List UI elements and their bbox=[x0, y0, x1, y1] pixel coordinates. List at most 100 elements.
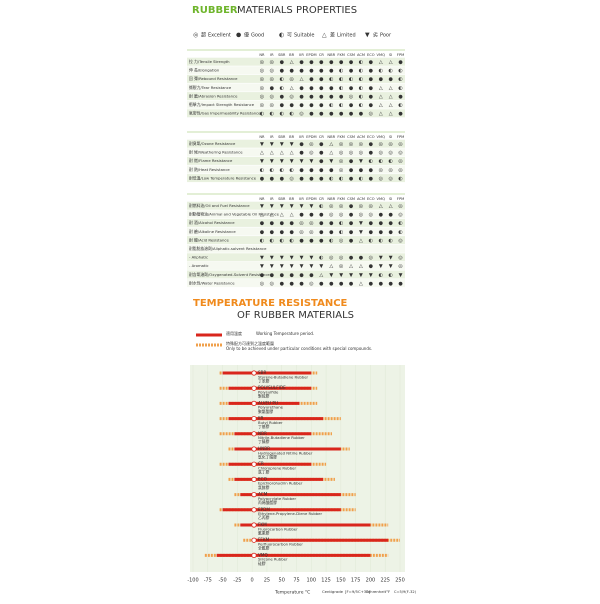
cell: ◎ bbox=[260, 281, 265, 287]
cell: ◐ bbox=[280, 238, 284, 244]
cell: ● bbox=[329, 229, 334, 235]
cell: ◐ bbox=[339, 176, 343, 182]
cell: △ bbox=[389, 94, 393, 100]
cell: ◎ bbox=[349, 94, 354, 100]
column-header: EPDM bbox=[306, 197, 316, 201]
cell: ● bbox=[319, 94, 324, 100]
cell: △ bbox=[379, 204, 383, 210]
cell: △ bbox=[359, 264, 363, 270]
cell: ● bbox=[289, 103, 294, 109]
cell: ◎ bbox=[388, 176, 393, 182]
table-row bbox=[187, 165, 405, 174]
cell: ▼ bbox=[260, 264, 264, 270]
marker bbox=[251, 552, 257, 559]
cell: ◎ bbox=[329, 212, 334, 218]
column-header: CR bbox=[319, 135, 325, 139]
cell: ◐ bbox=[280, 85, 284, 91]
cell: ◐ bbox=[339, 229, 343, 235]
row-label: 耐動植物油/Animal and Vegetable Oil Resistanc… bbox=[189, 212, 280, 217]
cell: ◎ bbox=[339, 150, 344, 156]
column-header: FPM bbox=[397, 135, 404, 139]
cell: ▼ bbox=[310, 204, 314, 210]
cell: ● bbox=[289, 229, 294, 235]
cell: ◎ bbox=[398, 264, 403, 270]
cell: ● bbox=[280, 68, 285, 74]
cell: ◎ bbox=[339, 167, 344, 173]
cell: ● bbox=[299, 150, 304, 156]
category-name-zh: 丁苯膠 bbox=[258, 378, 270, 383]
cell: ◎ bbox=[369, 212, 374, 218]
table-row bbox=[187, 227, 405, 236]
cell: ● bbox=[349, 103, 354, 109]
x-tick-label: 0 bbox=[251, 578, 254, 584]
table-row bbox=[187, 83, 405, 92]
cell: ◎ bbox=[398, 255, 403, 261]
cell: ● bbox=[280, 221, 285, 227]
table-row bbox=[187, 236, 405, 245]
x-tick-label: 75 bbox=[293, 578, 299, 584]
cell: ● bbox=[369, 142, 374, 148]
cell: △ bbox=[379, 111, 383, 117]
cell: ● bbox=[289, 281, 294, 287]
column-header: IIR bbox=[299, 197, 304, 201]
cell: ▼ bbox=[260, 159, 264, 165]
cell: ◐ bbox=[398, 229, 402, 235]
legend-zh: 超 bbox=[201, 32, 206, 39]
legend-name-zh: 特殊配方可達到之溫度範圍 bbox=[226, 340, 274, 346]
cell: ◐ bbox=[319, 255, 323, 261]
marker bbox=[251, 537, 257, 543]
row-label: 耐低溫/Low Temperature Resistance bbox=[189, 175, 257, 180]
cell: ◎ bbox=[260, 60, 265, 66]
cell: ◎ bbox=[339, 142, 344, 148]
category-name: Chloroprene Rubber bbox=[258, 466, 296, 471]
cell: ● bbox=[398, 111, 403, 117]
cell: ◎ bbox=[369, 111, 374, 117]
cell: ● bbox=[329, 167, 334, 173]
cell: △ bbox=[329, 150, 333, 156]
cell: ◐ bbox=[359, 85, 363, 91]
cell: ◐ bbox=[260, 167, 264, 173]
cell: ◐ bbox=[398, 68, 402, 74]
cell: ▼ bbox=[359, 221, 363, 227]
cell: ◐ bbox=[379, 68, 383, 74]
cell: ● bbox=[319, 77, 324, 83]
legend-zh: 可 bbox=[287, 33, 292, 39]
table-row bbox=[187, 148, 405, 157]
cell: ▼ bbox=[389, 255, 393, 261]
cell: ● bbox=[319, 103, 324, 109]
column-header: IIR bbox=[299, 53, 304, 57]
marker bbox=[251, 522, 257, 528]
cell: ● bbox=[309, 85, 314, 91]
table-row bbox=[187, 109, 405, 118]
cell: ◐ bbox=[359, 94, 363, 100]
cell: ◎ bbox=[260, 68, 265, 74]
cell: △ bbox=[290, 60, 294, 66]
cell: ◐ bbox=[280, 111, 284, 117]
row-label: 耐燃料油/Oil and Fuel Resistance bbox=[189, 203, 250, 208]
legend-name: Working Temperature period. bbox=[256, 331, 314, 336]
cell: ◐ bbox=[379, 159, 383, 165]
cell: ◎ bbox=[379, 167, 384, 173]
cell: ◐ bbox=[289, 111, 293, 117]
column-header: NR bbox=[259, 53, 265, 57]
column-header: FKM bbox=[337, 135, 345, 139]
row-label: 耐 候/Weathering Resistance bbox=[189, 150, 243, 155]
cell: ◐ bbox=[329, 103, 333, 109]
category-code: AU/EU PU bbox=[258, 400, 278, 405]
category-code: EPDM bbox=[258, 507, 270, 512]
table-row bbox=[187, 210, 405, 219]
table-row bbox=[187, 156, 405, 165]
column-header: ACM bbox=[357, 53, 365, 57]
cell: ◐ bbox=[359, 77, 363, 83]
category-name: Styrene-Butadiene Rubber bbox=[258, 374, 309, 379]
x-tick-label: 50 bbox=[279, 578, 285, 584]
column-header: ECO bbox=[367, 53, 375, 57]
cell: ● bbox=[329, 94, 334, 100]
cell: ▼ bbox=[290, 159, 294, 165]
cell: ● bbox=[379, 212, 384, 218]
cell: ● bbox=[349, 159, 354, 165]
column-header: IR bbox=[270, 135, 274, 139]
cell: ◐ bbox=[398, 77, 402, 83]
cell: ● bbox=[369, 229, 374, 235]
